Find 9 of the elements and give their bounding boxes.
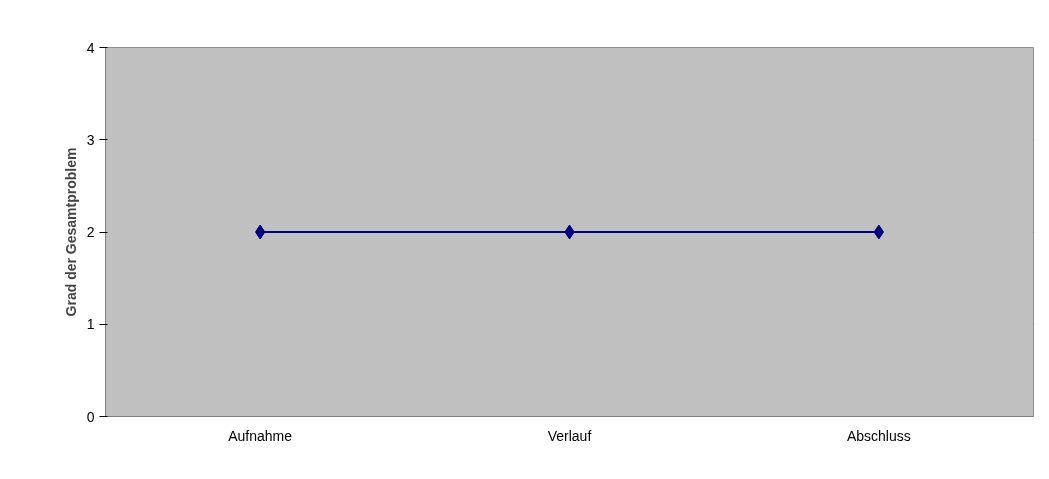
- x-tick-label: Aufnahme: [228, 427, 293, 444]
- y-tick-label: 0: [86, 408, 95, 425]
- x-tick-label: Verlauf: [547, 427, 592, 444]
- y-tick-label: 2: [86, 224, 95, 240]
- x-tick-label: Abschluss: [846, 427, 911, 444]
- y-tick-label: 4: [86, 39, 95, 56]
- y-axis-title: Grad der Gesamtproblem: [62, 147, 79, 317]
- y-tick-label: 3: [86, 131, 95, 148]
- y-tick-label: 1: [86, 316, 95, 333]
